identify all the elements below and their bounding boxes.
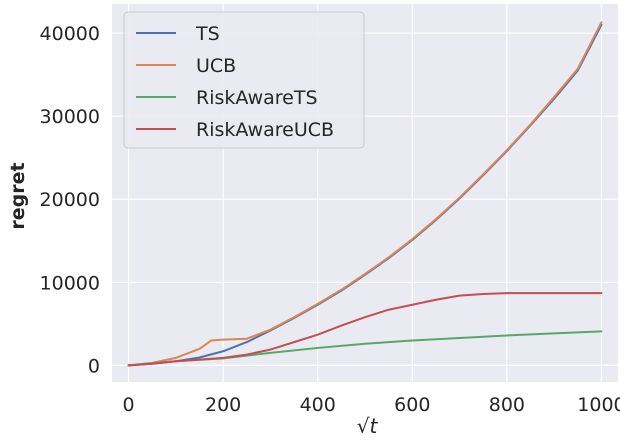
legend-box (123, 11, 365, 149)
legend-label: TS (195, 23, 220, 45)
y-tick-label: 40000 (40, 23, 100, 45)
y-tick-label: 0 (88, 355, 100, 377)
y-tick-labels: 0 10000 20000 30000 40000 (40, 23, 100, 377)
series-line-ucb (127, 21, 603, 367)
series-lines (127, 21, 603, 367)
y-axis-label: regret (7, 162, 29, 229)
y-tick-label: 20000 (40, 189, 100, 211)
legend-label: UCB (196, 55, 236, 77)
y-tick-label: 30000 (40, 106, 100, 128)
y-tick-label: 10000 (40, 272, 100, 294)
x-tick-label: 400 (300, 394, 336, 416)
x-tick-label: 800 (489, 394, 525, 416)
x-tick-label: 1000 (577, 394, 620, 416)
x-tick-label: 0 (123, 394, 135, 416)
series-line-riskawareucb (127, 292, 603, 367)
x-tick-labels: 0 200 400 600 800 1000 (123, 394, 620, 416)
x-axis-label: √t (357, 414, 379, 438)
legend: TS UCB RiskAwareTS RiskAwareUCB (123, 11, 365, 149)
legend-label: RiskAwareUCB (196, 119, 334, 141)
x-tick-label: 200 (205, 394, 241, 416)
x-tick-label: 600 (394, 394, 430, 416)
legend-label: RiskAwareTS (196, 87, 318, 109)
